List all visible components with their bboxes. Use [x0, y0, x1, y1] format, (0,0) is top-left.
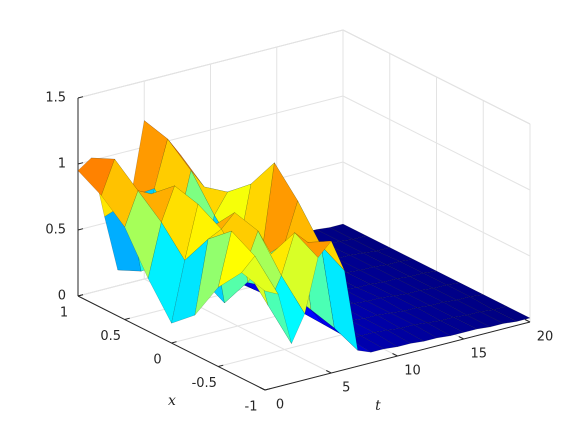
z-tick	[77, 228, 84, 231]
z-tick-label: 1.5	[45, 91, 66, 106]
surface-face	[386, 328, 425, 344]
z-tick-label: 1	[58, 157, 66, 172]
surface-face	[347, 335, 385, 353]
x-tick	[264, 388, 271, 391]
z-tick	[77, 162, 84, 165]
x-tick-label: 0	[153, 353, 161, 368]
surface-face	[281, 232, 319, 315]
t-tick	[524, 319, 531, 323]
x-tick-label: 1	[60, 306, 68, 321]
x-tick	[218, 364, 224, 367]
y-tick-label: 10	[404, 364, 421, 379]
x-tick-label: 0.5	[100, 329, 121, 344]
x-tick	[124, 317, 130, 320]
t-tick	[326, 370, 332, 374]
surface-face	[294, 232, 332, 258]
z-tick-label: 0.5	[45, 223, 66, 238]
surface-face	[426, 320, 465, 337]
z-tick	[77, 96, 84, 99]
x-tick	[171, 341, 177, 344]
y-tick-label: 5	[342, 381, 350, 396]
t-tick	[259, 387, 266, 391]
y-tick-label: 0	[276, 398, 284, 413]
y-tick-label: 20	[537, 330, 554, 345]
x-tick	[77, 294, 84, 297]
x-tick-label: -0.5	[192, 376, 217, 391]
z-tick-label: 0	[58, 289, 66, 304]
t-tick	[392, 353, 398, 357]
y-tick-label: 15	[470, 347, 487, 362]
surface-face	[241, 255, 279, 295]
t-tick	[458, 336, 464, 340]
t-axis-label: t	[375, 398, 381, 414]
x-tick-label: -1	[245, 400, 258, 415]
x-axis-label: x	[168, 393, 176, 409]
